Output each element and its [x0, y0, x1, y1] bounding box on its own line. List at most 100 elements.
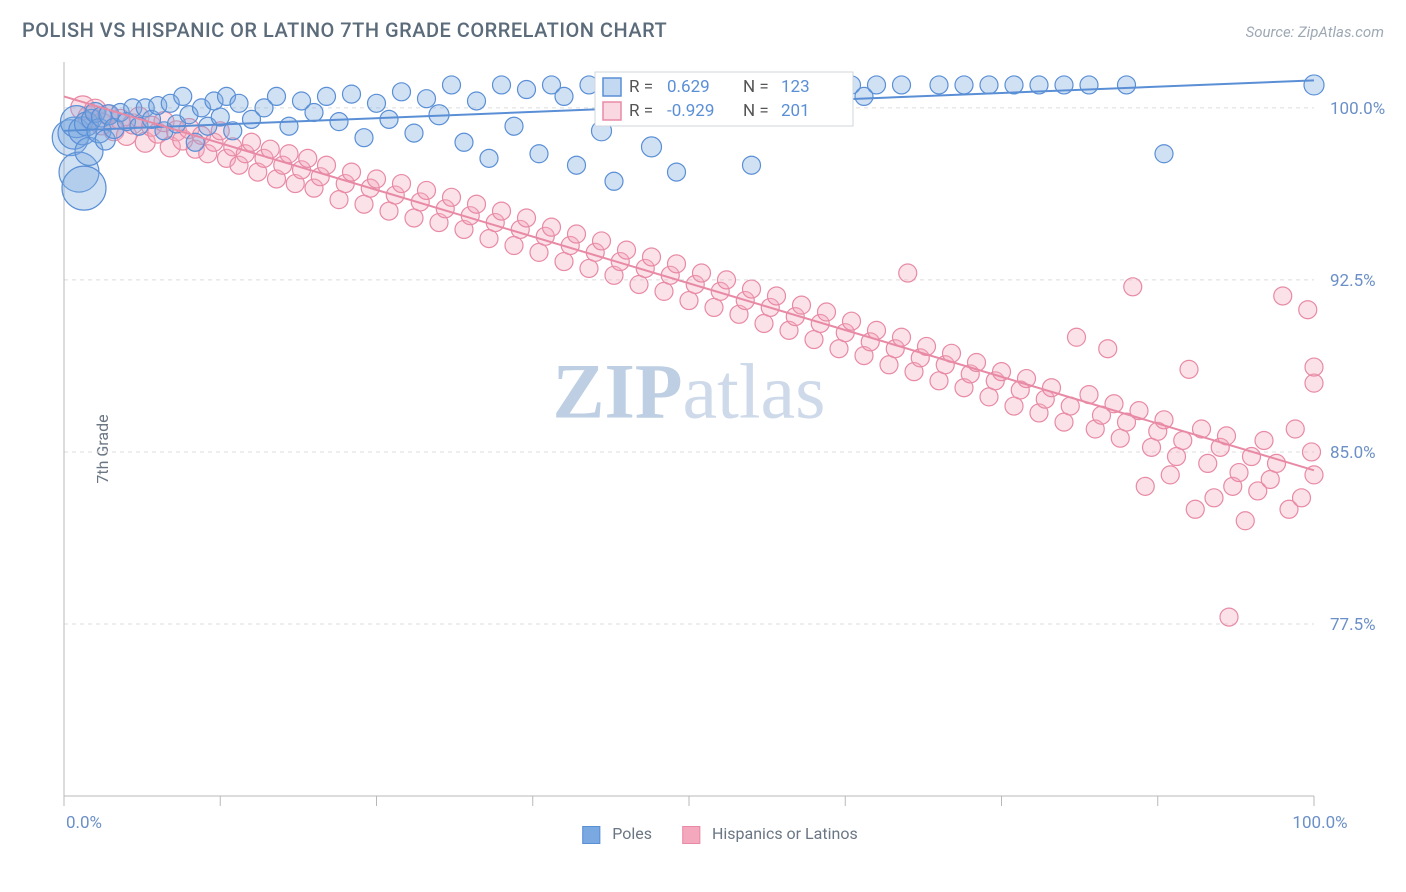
data-point-hispanics [1305, 374, 1323, 392]
legend-swatch-hispanics [682, 826, 700, 844]
data-point-hispanics [580, 259, 598, 277]
data-point-hispanics [405, 209, 423, 227]
data-point-poles [955, 76, 973, 94]
stats-N-label: N = [743, 101, 769, 121]
data-point-poles [405, 124, 423, 142]
data-point-hispanics [743, 280, 761, 298]
x-tick-label-left: 0.0% [66, 813, 102, 833]
data-point-hispanics [893, 328, 911, 346]
data-point-hispanics [1174, 431, 1192, 449]
data-point-hispanics [380, 202, 398, 220]
chart-svg: 77.5%85.0%92.5%100.0%0.0%100.0%ZIPatlasR… [50, 54, 1390, 844]
data-point-hispanics [980, 388, 998, 406]
data-point-hispanics [1205, 489, 1223, 507]
data-point-hispanics [805, 331, 823, 349]
data-point-hispanics [1111, 429, 1129, 447]
data-point-hispanics [1068, 328, 1086, 346]
data-point-hispanics [1220, 608, 1238, 626]
data-point-poles [418, 90, 436, 108]
data-point-hispanics [1180, 360, 1198, 378]
data-point-poles [305, 103, 323, 121]
chart-source: Source: ZipAtlas.com [1246, 23, 1384, 41]
data-point-poles [268, 87, 286, 105]
data-point-hispanics [930, 372, 948, 390]
watermark: ZIPatlas [553, 348, 826, 435]
y-tick-label: 77.5% [1330, 615, 1376, 635]
data-point-hispanics [768, 287, 786, 305]
data-point-hispanics [330, 191, 348, 209]
data-point-hispanics [643, 248, 661, 266]
data-point-hispanics [355, 195, 373, 213]
stats-N-label: N = [743, 77, 769, 97]
data-point-hispanics [468, 195, 486, 213]
data-point-hispanics [705, 298, 723, 316]
chart-header: POLISH VS HISPANIC OR LATINO 7TH GRADE C… [0, 0, 1406, 52]
data-point-poles [330, 113, 348, 131]
data-point-poles [930, 76, 948, 94]
data-point-hispanics [1305, 358, 1323, 376]
data-point-hispanics [343, 163, 361, 181]
data-point-hispanics [1236, 512, 1254, 530]
data-point-poles [1080, 76, 1098, 94]
data-point-hispanics [1143, 438, 1161, 456]
data-point-hispanics [1136, 477, 1154, 495]
data-point-hispanics [880, 356, 898, 374]
data-point-poles [568, 156, 586, 174]
data-point-hispanics [1124, 278, 1142, 296]
data-point-hispanics [318, 156, 336, 174]
data-point-poles [493, 76, 511, 94]
stats-swatch [603, 102, 621, 120]
data-point-hispanics [418, 181, 436, 199]
data-point-poles [318, 87, 336, 105]
data-point-poles [868, 76, 886, 94]
stats-R-label: R = [629, 101, 653, 121]
stats-R-value: -0.929 [667, 101, 714, 121]
data-point-hispanics [630, 275, 648, 293]
data-point-hispanics [1161, 466, 1179, 484]
plot-area: 7th Grade 77.5%85.0%92.5%100.0%0.0%100.0… [50, 54, 1390, 844]
stats-N-value: 123 [781, 77, 810, 97]
data-point-poles [893, 76, 911, 94]
data-point-hispanics [755, 314, 773, 332]
data-point-hispanics [1303, 443, 1321, 461]
data-point-hispanics [280, 145, 298, 163]
data-point-poles [518, 81, 536, 99]
data-point-poles [368, 94, 386, 112]
data-point-poles [230, 94, 248, 112]
y-tick-label: 92.5% [1330, 271, 1376, 291]
data-point-poles [555, 87, 573, 105]
data-point-hispanics [555, 253, 573, 271]
data-point-poles [380, 110, 398, 128]
stats-R-label: R = [629, 77, 653, 97]
data-point-hispanics [1255, 431, 1273, 449]
data-point-hispanics [1055, 413, 1073, 431]
data-point-hispanics [1005, 397, 1023, 415]
data-point-hispanics [493, 202, 511, 220]
data-point-poles [468, 92, 486, 110]
stats-swatch [603, 78, 621, 96]
data-point-hispanics [718, 271, 736, 289]
legend-item-hispanics: Hispanics or Latinos [682, 824, 858, 844]
bottom-legend: Poles Hispanics or Latinos [582, 824, 857, 844]
chart-title: POLISH VS HISPANIC OR LATINO 7TH GRADE C… [22, 18, 667, 42]
data-point-hispanics [1286, 420, 1304, 438]
data-point-poles [62, 166, 106, 210]
data-point-hispanics [1293, 489, 1311, 507]
data-point-hispanics [1274, 287, 1292, 305]
data-point-hispanics [443, 188, 461, 206]
data-point-poles [743, 156, 761, 174]
data-point-hispanics [568, 225, 586, 243]
data-point-hispanics [393, 175, 411, 193]
data-point-hispanics [530, 243, 548, 261]
data-point-poles [530, 145, 548, 163]
data-point-poles [1155, 145, 1173, 163]
data-point-hispanics [1199, 454, 1217, 472]
data-point-hispanics [1186, 500, 1204, 518]
data-point-hispanics [668, 255, 686, 273]
data-point-poles [668, 163, 686, 181]
data-point-hispanics [693, 264, 711, 282]
data-point-hispanics [793, 296, 811, 314]
data-point-hispanics [680, 292, 698, 310]
data-point-hispanics [299, 149, 317, 167]
data-point-hispanics [1099, 340, 1117, 358]
